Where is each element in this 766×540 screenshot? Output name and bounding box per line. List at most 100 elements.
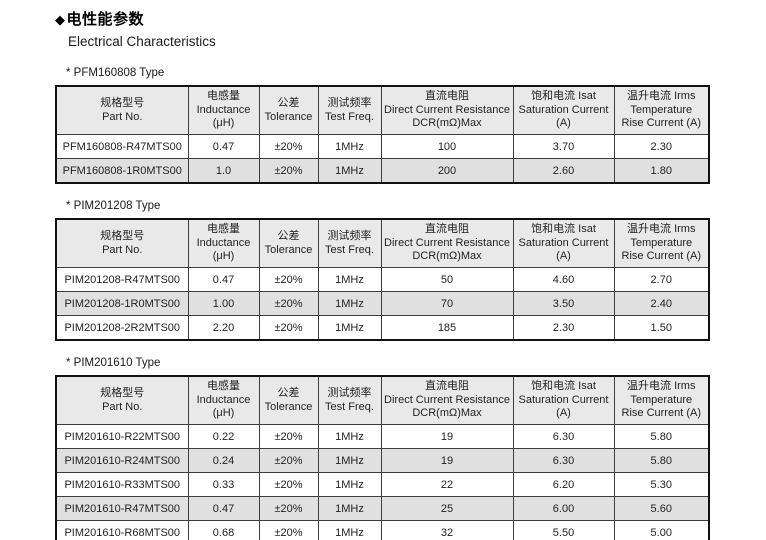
column-header-line: Saturation Current: [518, 103, 609, 116]
value-cell: 185: [380, 315, 514, 341]
part-no-cell: PIM201610-R33MTS00: [55, 472, 189, 497]
column-header-line: Temperature: [630, 393, 693, 406]
column-header-line: Temperature: [630, 236, 693, 249]
column-header: 公差 Tolerance: [258, 85, 319, 135]
table-row: PIM201610-R47MTS00 0.47 ±20% 1MHz 25 6.00 5.60: [55, 496, 710, 521]
column-header-line: (A): [556, 117, 571, 130]
value-cell: 5.80: [613, 448, 710, 473]
spec-table: 规格型号 Part No. 电感量 Inductance (μH) 公差 Tolerance…: [55, 85, 710, 184]
part-no-cell: PFM160808-1R0MTS00: [55, 158, 189, 184]
column-header-line: Tolerance: [264, 243, 313, 256]
value-cell: 1MHz: [317, 472, 382, 497]
value-cell: 6.00: [512, 496, 615, 521]
table-row: PFM160808-R47MTS00 0.47 ±20% 1MHz 100 3.70 2.3…: [55, 134, 710, 159]
column-header-line: 测试频率: [327, 387, 372, 399]
header-row: 规格型号 Part No. 电感量 Inductance (μH) 公差 Tolerance…: [55, 218, 710, 268]
value-cell: ±20%: [258, 158, 319, 184]
value-cell: 5.50: [512, 520, 615, 540]
value-cell: 5.80: [613, 424, 710, 449]
part-no-cell: PIM201610-R24MTS00: [55, 448, 189, 473]
column-header-line: 公差: [277, 97, 300, 109]
value-cell: 1MHz: [317, 424, 382, 449]
column-header-line: Saturation Current: [518, 393, 609, 406]
table-row: PIM201610-R24MTS00 0.24 ±20% 1MHz 19 6.30 5.80: [55, 448, 710, 473]
page-title: ◆电性能参数: [55, 8, 766, 29]
column-header-line: Inductance: [196, 236, 251, 249]
value-cell: ±20%: [258, 315, 319, 341]
value-cell: 4.60: [512, 267, 615, 292]
column-header: 规格型号 Part No.: [55, 375, 189, 425]
column-header: 直流电阻 Direct Current Resistance DCR(mΩ)Max: [380, 375, 514, 425]
page-title-cn: 电性能参数: [66, 11, 145, 28]
value-cell: 0.24: [187, 448, 260, 473]
column-header-line: 规格型号: [100, 97, 145, 109]
table-row: PIM201610-R68MTS00 0.68 ±20% 1MHz 32 5.50 5.00: [55, 520, 710, 540]
page-title-en: Electrical Characteristics: [68, 34, 216, 49]
column-header-line: Part No.: [102, 110, 143, 123]
column-header-line: Test Freq.: [325, 243, 374, 256]
column-header: 公差 Tolerance: [258, 375, 319, 425]
value-cell: 0.22: [187, 424, 260, 449]
value-cell: 100: [380, 134, 514, 159]
column-header: 公差 Tolerance: [258, 218, 319, 268]
value-cell: 0.47: [187, 496, 260, 521]
value-cell: 25: [380, 496, 514, 521]
column-header-line: Direct Current Resistance: [384, 393, 510, 406]
column-header-line: 公差: [277, 387, 300, 399]
value-cell: 3.70: [512, 134, 615, 159]
table-row: PIM201208-1R0MTS00 1.00 ±20% 1MHz 70 3.50 2.40: [55, 291, 710, 316]
column-header-line: Part No.: [102, 243, 143, 256]
column-header-line: 温升电流 Irms: [627, 90, 696, 103]
column-header-line: 饱和电流 Isat: [531, 90, 596, 103]
value-cell: 2.40: [613, 291, 710, 316]
column-header: 电感量 Inductance (μH): [187, 218, 260, 268]
value-cell: 1MHz: [317, 315, 382, 341]
column-header: 规格型号 Part No.: [55, 218, 189, 268]
value-cell: 6.30: [512, 424, 615, 449]
value-cell: 19: [380, 448, 514, 473]
value-cell: 200: [380, 158, 514, 184]
part-no-cell: PIM201208-2R2MTS00: [55, 315, 189, 341]
column-header: 电感量 Inductance (μH): [187, 375, 260, 425]
column-header-line: Tolerance: [264, 110, 313, 123]
column-header-line: Direct Current Resistance: [384, 236, 510, 249]
column-header-line: Rise Current (A): [621, 407, 701, 420]
column-header-line: Temperature: [630, 103, 693, 116]
column-header-line: Test Freq.: [325, 110, 374, 123]
column-header-line: DCR(mΩ)Max: [412, 117, 482, 130]
table-row: PIM201610-R33MTS00 0.33 ±20% 1MHz 22 6.20 5.30: [55, 472, 710, 497]
column-header-line: 温升电流 Irms: [627, 223, 696, 236]
column-header-line: (μH): [212, 117, 235, 130]
part-no-cell: PIM201610-R22MTS00: [55, 424, 189, 449]
column-header-line: (μH): [212, 407, 235, 420]
column-header: 测试频率 Test Freq.: [317, 375, 382, 425]
column-header-line: 测试频率: [327, 230, 372, 242]
table-row: PIM201610-R22MTS00 0.22 ±20% 1MHz 19 6.30 5.80: [55, 424, 710, 449]
type-label: * PFM160808 Type: [66, 67, 165, 79]
column-header-line: Test Freq.: [325, 400, 374, 413]
value-cell: 1MHz: [317, 496, 382, 521]
value-cell: ±20%: [258, 291, 319, 316]
column-header-line: 测试频率: [327, 97, 372, 109]
value-cell: 1MHz: [317, 134, 382, 159]
column-header-line: Tolerance: [264, 400, 313, 413]
column-header-line: 公差: [277, 230, 300, 242]
column-header-line: 饱和电流 Isat: [531, 223, 596, 236]
column-header: 饱和电流 Isat Saturation Current (A): [512, 218, 615, 268]
value-cell: ±20%: [258, 520, 319, 540]
column-header: 电感量 Inductance (μH): [187, 85, 260, 135]
value-cell: 1MHz: [317, 291, 382, 316]
value-cell: 3.50: [512, 291, 615, 316]
column-header-line: 电感量: [207, 380, 240, 393]
value-cell: 5.60: [613, 496, 710, 521]
column-header: 温升电流 Irms Temperature Rise Current (A): [613, 375, 710, 425]
value-cell: 6.30: [512, 448, 615, 473]
value-cell: 1MHz: [317, 267, 382, 292]
column-header: 温升电流 Irms Temperature Rise Current (A): [613, 85, 710, 135]
table-row: PIM201208-2R2MTS00 2.20 ±20% 1MHz 185 2.30 1.5…: [55, 315, 710, 341]
value-cell: 22: [380, 472, 514, 497]
table-row: PIM201208-R47MTS00 0.47 ±20% 1MHz 50 4.60 2.70: [55, 267, 710, 292]
value-cell: 1.50: [613, 315, 710, 341]
value-cell: ±20%: [258, 448, 319, 473]
